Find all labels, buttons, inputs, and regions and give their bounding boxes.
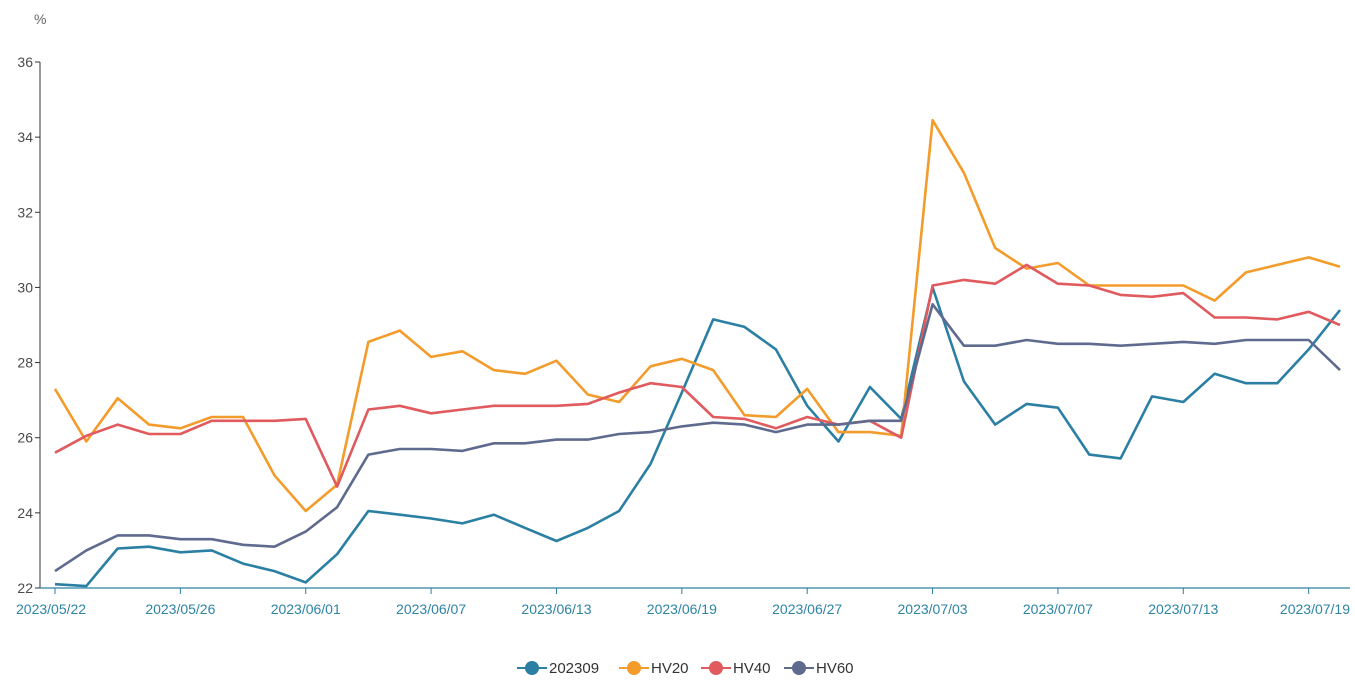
series-lines: [53, 118, 1342, 588]
legend-label: HV20: [651, 660, 689, 677]
x-tick-label: 2023/06/01: [271, 601, 341, 617]
legend-marker: [792, 661, 806, 675]
legend-item-hv40[interactable]: HV40: [701, 660, 771, 677]
x-tick-label: 2023/06/27: [772, 601, 842, 617]
legend-label: 202309: [549, 660, 599, 677]
series-line-hv40: [54, 263, 1341, 488]
legend-item-hv20[interactable]: HV20: [619, 660, 689, 677]
series-line-hv20: [53, 118, 1341, 513]
y-tick-label: 28: [17, 355, 33, 371]
y-axis: 22 24 26 28 30 32 34 36: [17, 54, 41, 596]
legend-marker: [525, 661, 539, 675]
y-tick-label: 24: [17, 505, 33, 521]
x-tick-label: 2023/07/19: [1280, 601, 1350, 617]
series-line-202309: [54, 286, 1342, 588]
y-tick-label: 30: [17, 279, 33, 295]
x-tick-label: 2023/06/19: [647, 601, 717, 617]
x-tick-label: 2023/07/03: [898, 601, 968, 617]
legend-item-hv60[interactable]: HV60: [784, 660, 854, 677]
y-tick-label: 34: [17, 129, 33, 145]
y-tick-label: 22: [17, 580, 33, 596]
legend-label: HV40: [733, 660, 771, 677]
series-line-hv60: [54, 302, 1341, 573]
y-axis-unit-label: %: [34, 11, 46, 27]
legend-marker: [709, 661, 723, 675]
x-tick-label: 2023/05/22: [16, 601, 86, 617]
x-axis: 2023/05/22 2023/05/26 2023/06/01 2023/06/07…: [16, 587, 1350, 617]
legend-label: HV60: [816, 660, 854, 677]
y-tick-label: 32: [17, 204, 33, 220]
x-tick-label: 2023/07/07: [1023, 601, 1093, 617]
y-tick-label: 26: [17, 430, 33, 446]
y-tick-label: 36: [17, 54, 33, 70]
legend-item-202309[interactable]: 202309: [517, 660, 599, 677]
legend-marker: [627, 661, 641, 675]
x-tick-label: 2023/06/07: [396, 601, 466, 617]
x-tick-label: 2023/07/13: [1148, 601, 1218, 617]
x-tick-label: 2023/06/13: [521, 601, 591, 617]
legend[interactable]: 202309 HV20 HV40 HV60: [517, 660, 854, 677]
x-tick-label: 2023/05/26: [145, 601, 215, 617]
